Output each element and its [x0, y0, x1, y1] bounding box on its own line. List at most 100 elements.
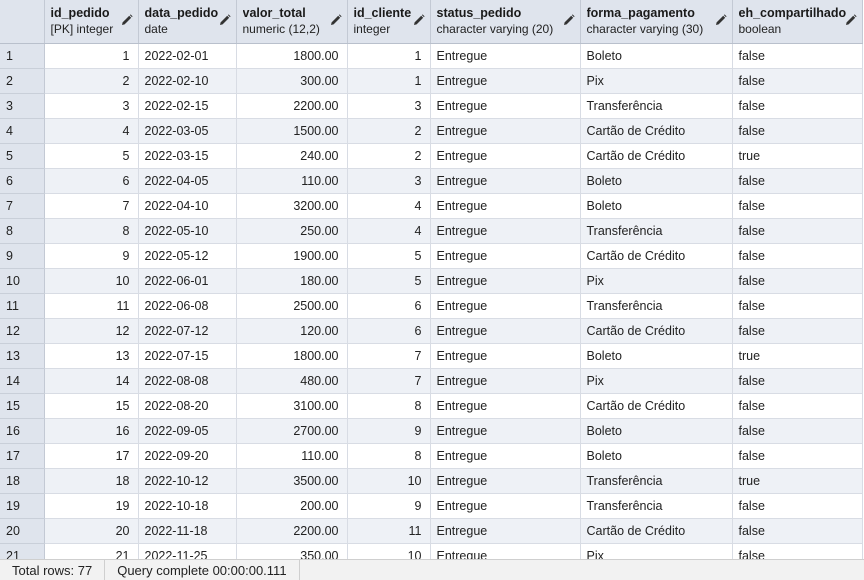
cell-id-pedido[interactable]: 11 [44, 293, 139, 319]
cell-valor-total[interactable]: 2700.00 [236, 418, 348, 444]
row-number[interactable]: 4 [0, 118, 45, 144]
table-row[interactable]: 14 14 2022-08-08 480.00 7 Entregue Pix false [0, 368, 863, 394]
cell-id-pedido[interactable]: 12 [44, 318, 139, 344]
cell-id-pedido[interactable]: 4 [44, 118, 139, 144]
row-number[interactable]: 16 [0, 418, 45, 444]
cell-valor-total[interactable]: 1800.00 [236, 43, 348, 69]
table-row[interactable]: 12 12 2022-07-12 120.00 6 Entregue Cartão de C… [0, 318, 863, 344]
row-number[interactable]: 7 [0, 193, 45, 219]
row-number[interactable]: 14 [0, 368, 45, 394]
row-number[interactable]: 20 [0, 518, 45, 544]
cell-id-cliente[interactable]: 6 [347, 293, 431, 319]
cell-valor-total[interactable]: 2200.00 [236, 518, 348, 544]
row-number[interactable]: 1 [0, 43, 45, 69]
cell-valor-total[interactable]: 110.00 [236, 168, 348, 194]
column-header-id-cliente[interactable]: id_cliente integer [347, 0, 431, 44]
cell-valor-total[interactable]: 1900.00 [236, 243, 348, 269]
cell-eh-compartilhado[interactable]: false [732, 68, 863, 94]
row-number[interactable]: 11 [0, 293, 45, 319]
cell-id-pedido[interactable]: 7 [44, 193, 139, 219]
cell-id-cliente[interactable]: 4 [347, 218, 431, 244]
cell-forma-pagamento[interactable]: Transferência [580, 468, 733, 494]
cell-data-pedido[interactable]: 2022-06-01 [138, 268, 237, 294]
table-row[interactable]: 11 11 2022-06-08 2500.00 6 Entregue Transferên… [0, 293, 863, 319]
cell-id-pedido[interactable]: 14 [44, 368, 139, 394]
cell-id-pedido[interactable]: 10 [44, 268, 139, 294]
cell-eh-compartilhado[interactable]: false [732, 518, 863, 544]
table-row[interactable]: 8 8 2022-05-10 250.00 4 Entregue Transferência… [0, 218, 863, 244]
row-number-header[interactable] [0, 0, 45, 44]
cell-eh-compartilhado[interactable]: false [732, 118, 863, 144]
cell-status-pedido[interactable]: Entregue [430, 493, 581, 519]
table-row[interactable]: 16 16 2022-09-05 2700.00 9 Entregue Boleto fals… [0, 418, 863, 444]
table-row[interactable]: 4 4 2022-03-05 1500.00 2 Entregue Cartão de Cr… [0, 118, 863, 144]
cell-id-pedido[interactable]: 3 [44, 93, 139, 119]
row-number[interactable]: 9 [0, 243, 45, 269]
cell-forma-pagamento[interactable]: Transferência [580, 218, 733, 244]
table-row[interactable]: 3 3 2022-02-15 2200.00 3 Entregue Transferênci… [0, 93, 863, 119]
cell-status-pedido[interactable]: Entregue [430, 243, 581, 269]
row-number[interactable]: 10 [0, 268, 45, 294]
table-row[interactable]: 21 21 2022-11-25 350.00 10 Entregue Pix false [0, 543, 863, 559]
cell-forma-pagamento[interactable]: Boleto [580, 43, 733, 69]
cell-status-pedido[interactable]: Entregue [430, 343, 581, 369]
table-row[interactable]: 1 1 2022-02-01 1800.00 1 Entregue Boleto false [0, 43, 863, 69]
cell-status-pedido[interactable]: Entregue [430, 443, 581, 469]
row-number[interactable]: 5 [0, 143, 45, 169]
pencil-icon[interactable] [121, 14, 133, 26]
cell-eh-compartilhado[interactable]: false [732, 418, 863, 444]
cell-id-pedido[interactable]: 16 [44, 418, 139, 444]
table-row[interactable]: 7 7 2022-04-10 3200.00 4 Entregue Boleto false [0, 193, 863, 219]
cell-data-pedido[interactable]: 2022-11-25 [138, 543, 237, 559]
table-row[interactable]: 15 15 2022-08-20 3100.00 8 Entregue Cartão de … [0, 393, 863, 419]
cell-id-pedido[interactable]: 18 [44, 468, 139, 494]
cell-data-pedido[interactable]: 2022-06-08 [138, 293, 237, 319]
cell-forma-pagamento[interactable]: Transferência [580, 93, 733, 119]
cell-valor-total[interactable]: 2500.00 [236, 293, 348, 319]
row-number[interactable]: 21 [0, 543, 45, 559]
cell-valor-total[interactable]: 110.00 [236, 443, 348, 469]
cell-data-pedido[interactable]: 2022-09-20 [138, 443, 237, 469]
data-grid[interactable]: id_pedido [PK] integer data_pedido date valo… [0, 0, 864, 559]
cell-eh-compartilhado[interactable]: false [732, 218, 863, 244]
cell-data-pedido[interactable]: 2022-02-01 [138, 43, 237, 69]
cell-status-pedido[interactable]: Entregue [430, 418, 581, 444]
cell-forma-pagamento[interactable]: Boleto [580, 418, 733, 444]
cell-forma-pagamento[interactable]: Cartão de Crédito [580, 318, 733, 344]
cell-status-pedido[interactable]: Entregue [430, 143, 581, 169]
cell-id-cliente[interactable]: 11 [347, 518, 431, 544]
table-row[interactable]: 6 6 2022-04-05 110.00 3 Entregue Boleto false [0, 168, 863, 194]
cell-eh-compartilhado[interactable]: false [732, 493, 863, 519]
cell-id-pedido[interactable]: 5 [44, 143, 139, 169]
cell-forma-pagamento[interactable]: Transferência [580, 493, 733, 519]
cell-status-pedido[interactable]: Entregue [430, 193, 581, 219]
table-row[interactable]: 10 10 2022-06-01 180.00 5 Entregue Pix false [0, 268, 863, 294]
row-number[interactable]: 12 [0, 318, 45, 344]
cell-eh-compartilhado[interactable]: false [732, 268, 863, 294]
column-header-id-pedido[interactable]: id_pedido [PK] integer [44, 0, 139, 44]
cell-status-pedido[interactable]: Entregue [430, 543, 581, 559]
cell-id-cliente[interactable]: 10 [347, 543, 431, 559]
cell-status-pedido[interactable]: Entregue [430, 118, 581, 144]
cell-id-pedido[interactable]: 20 [44, 518, 139, 544]
row-number[interactable]: 17 [0, 443, 45, 469]
cell-data-pedido[interactable]: 2022-04-05 [138, 168, 237, 194]
cell-data-pedido[interactable]: 2022-05-10 [138, 218, 237, 244]
cell-forma-pagamento[interactable]: Cartão de Crédito [580, 518, 733, 544]
table-row[interactable]: 5 5 2022-03-15 240.00 2 Entregue Cartão de Cré… [0, 143, 863, 169]
cell-id-cliente[interactable]: 9 [347, 493, 431, 519]
row-number[interactable]: 6 [0, 168, 45, 194]
cell-data-pedido[interactable]: 2022-10-12 [138, 468, 237, 494]
cell-valor-total[interactable]: 1800.00 [236, 343, 348, 369]
table-row[interactable]: 18 18 2022-10-12 3500.00 10 Entregue Transferê… [0, 468, 863, 494]
cell-valor-total[interactable]: 180.00 [236, 268, 348, 294]
cell-data-pedido[interactable]: 2022-09-05 [138, 418, 237, 444]
cell-eh-compartilhado[interactable]: false [732, 318, 863, 344]
cell-data-pedido[interactable]: 2022-07-12 [138, 318, 237, 344]
cell-id-pedido[interactable]: 1 [44, 43, 139, 69]
cell-eh-compartilhado[interactable]: false [732, 443, 863, 469]
cell-forma-pagamento[interactable]: Boleto [580, 193, 733, 219]
pencil-icon[interactable] [413, 14, 425, 26]
cell-forma-pagamento[interactable]: Cartão de Crédito [580, 393, 733, 419]
table-row[interactable]: 13 13 2022-07-15 1800.00 7 Entregue Boleto true [0, 343, 863, 369]
